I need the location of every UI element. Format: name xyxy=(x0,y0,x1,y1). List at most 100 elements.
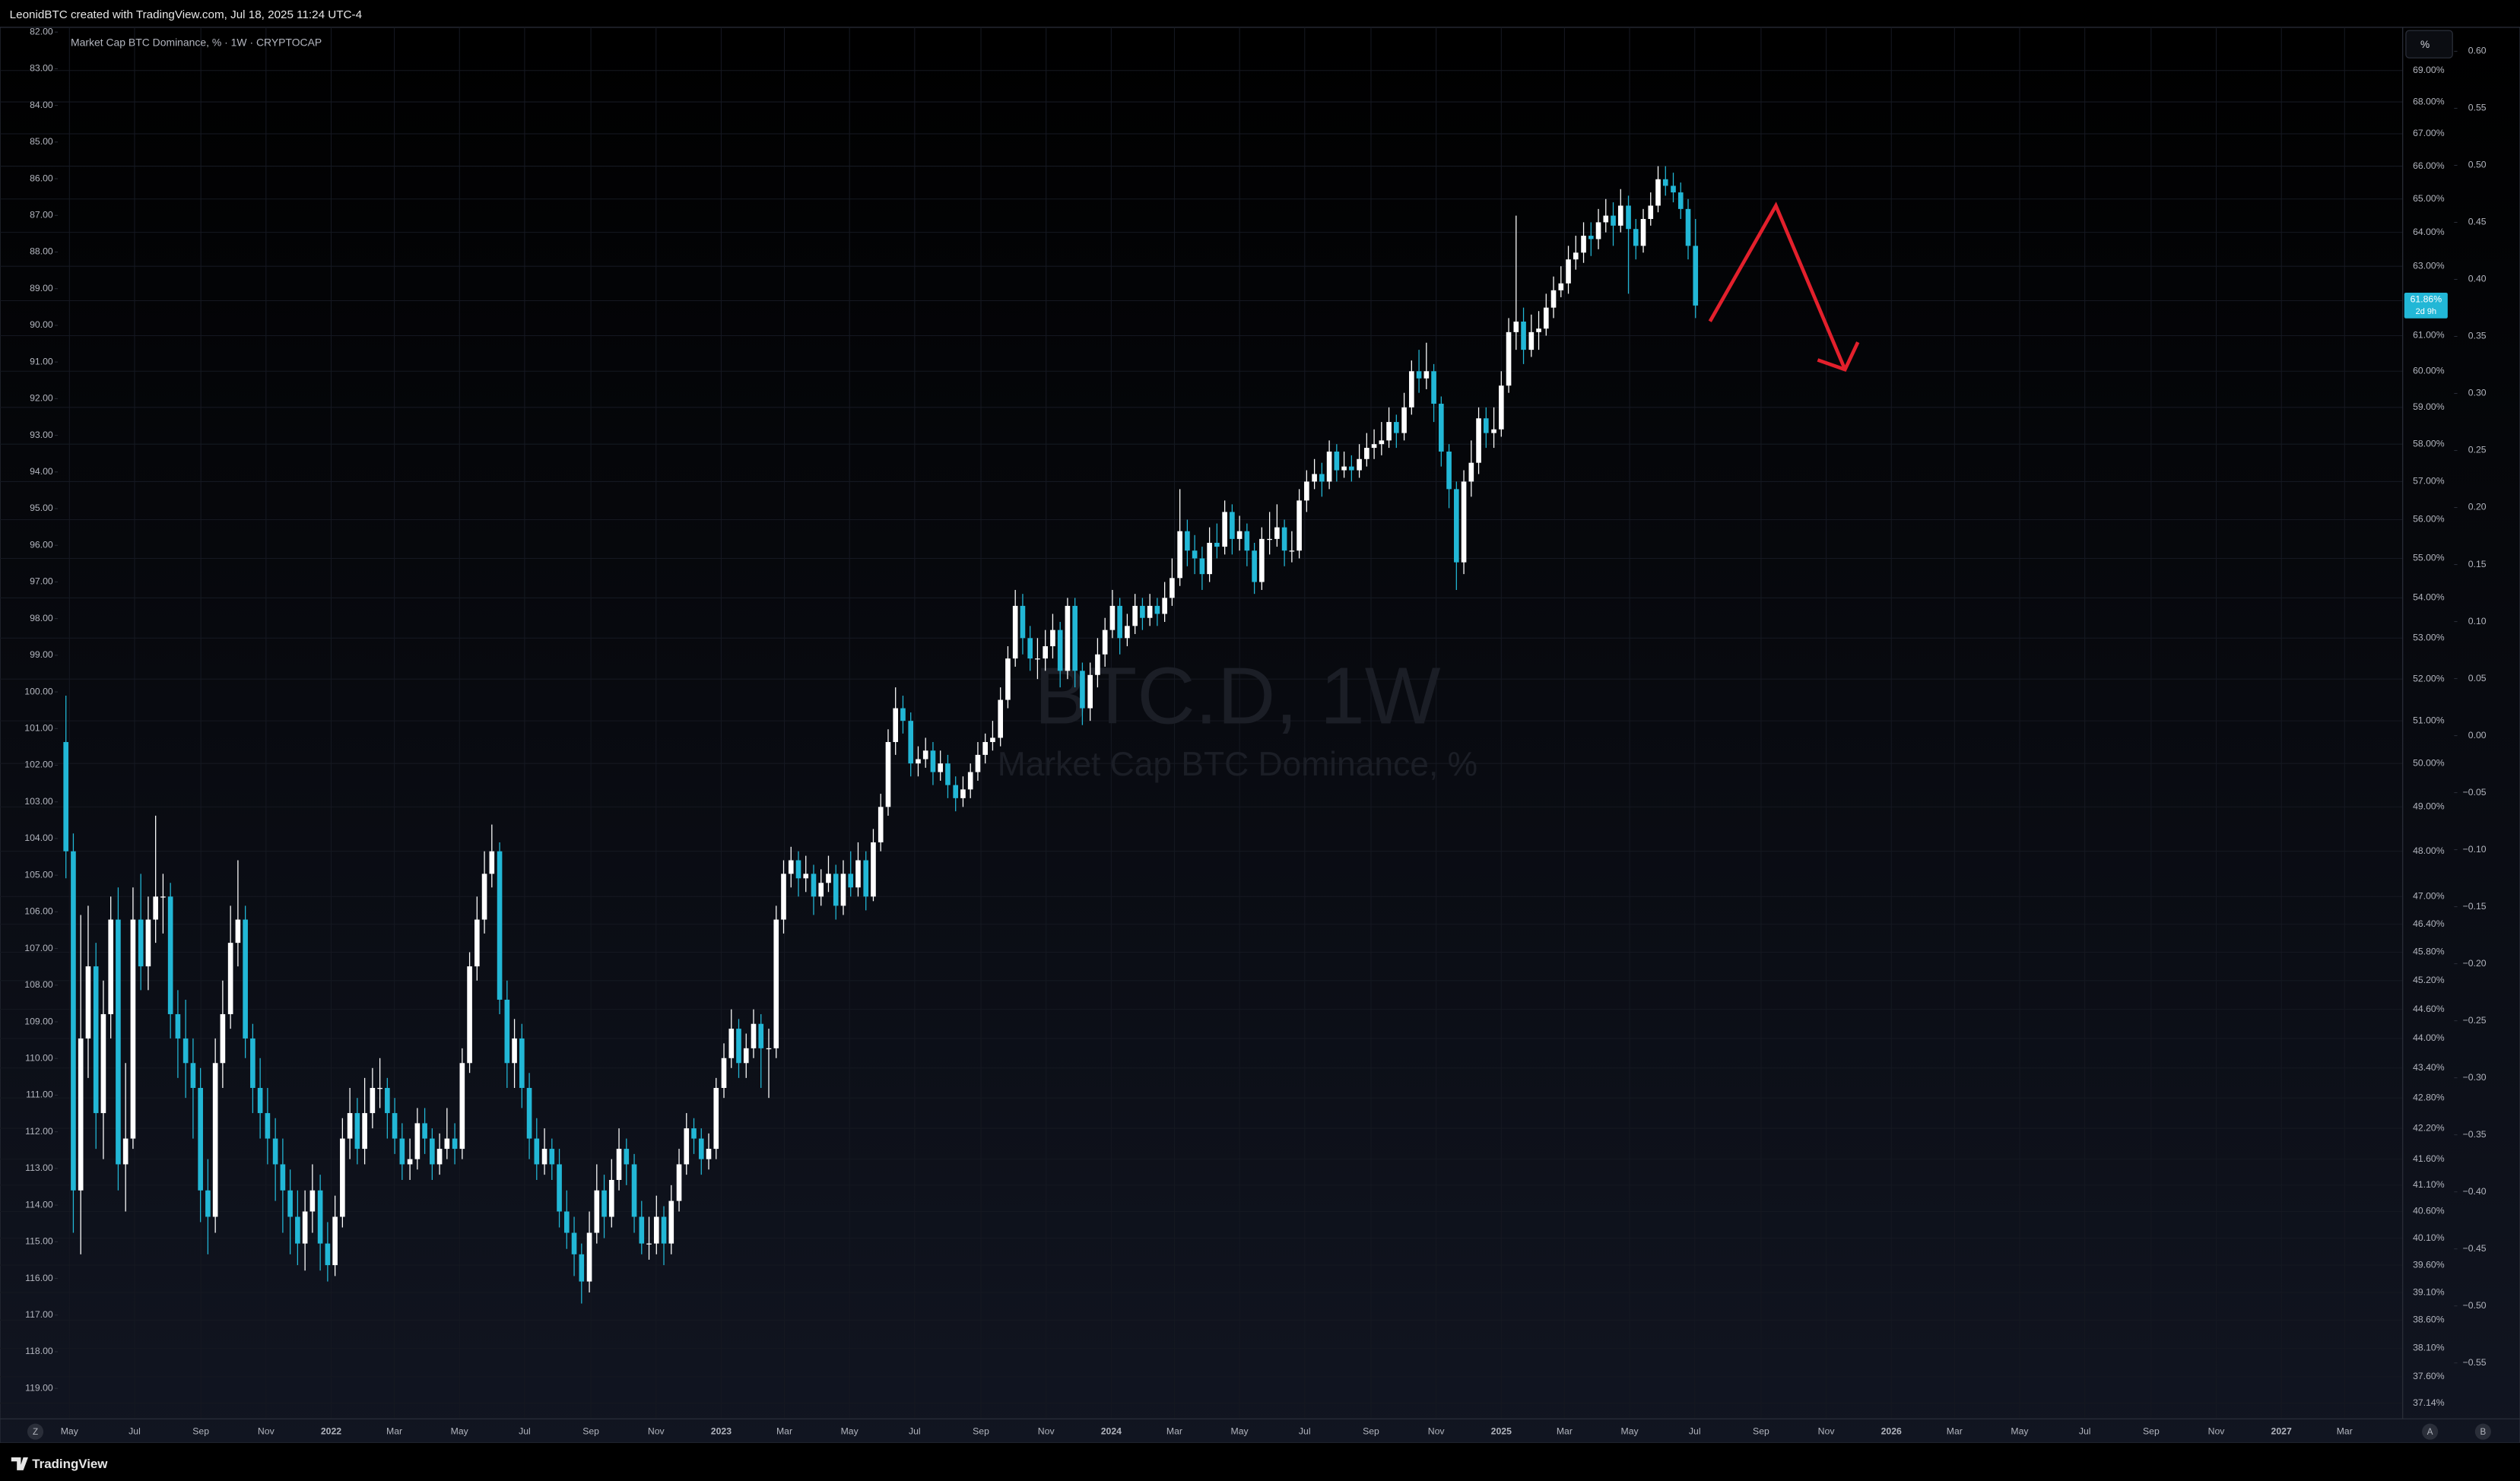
zoom-button-label[interactable]: Z xyxy=(33,1427,38,1437)
candle-body xyxy=(1677,192,1684,209)
candle-body xyxy=(1170,578,1175,598)
y-tick-label: 45.20% xyxy=(2413,975,2445,985)
y-tick-label: 42.80% xyxy=(2413,1092,2445,1102)
x-tick-label: May xyxy=(1620,1426,1639,1436)
candle-body xyxy=(1648,205,1654,220)
candle-body xyxy=(743,1048,749,1064)
candle-body xyxy=(631,1164,637,1217)
last-price-label-box xyxy=(2404,292,2448,319)
y2-tick-label: 85.00 xyxy=(30,136,53,147)
candles xyxy=(63,166,1699,1304)
y-tick-label: 40.10% xyxy=(2413,1232,2445,1243)
candle-body xyxy=(220,1013,226,1064)
candle-body xyxy=(938,763,944,772)
candle-body xyxy=(1617,205,1623,226)
y3-tick-label: −0.30 xyxy=(2463,1072,2487,1083)
candle-body xyxy=(175,1013,181,1039)
y3-tick-label: −0.40 xyxy=(2463,1186,2487,1197)
percent-button-label[interactable]: % xyxy=(2420,39,2430,50)
candle-body xyxy=(130,919,136,1139)
candle-body xyxy=(1304,481,1309,501)
candle-body xyxy=(893,708,899,743)
candle-body xyxy=(302,1211,308,1244)
y-tick-label: 58.00% xyxy=(2413,438,2445,449)
candle-body xyxy=(661,1216,667,1244)
candle-body xyxy=(116,919,121,1165)
candle-body xyxy=(885,742,891,807)
x-tick-label: 2027 xyxy=(2271,1426,2292,1436)
brand-name: TradingView xyxy=(32,1457,108,1471)
candle-body xyxy=(1498,385,1504,430)
candle-body xyxy=(871,842,876,897)
candle-body xyxy=(212,1063,218,1217)
percent-button[interactable] xyxy=(2405,30,2453,59)
y-tick-label: 39.60% xyxy=(2413,1259,2445,1270)
x-tick-label: Nov xyxy=(1428,1426,1446,1436)
x-tick-label: Jul xyxy=(2079,1426,2091,1436)
header-text: LeonidBTC created with TradingView.com, … xyxy=(10,8,363,21)
candle-body xyxy=(818,883,824,897)
candle-body xyxy=(1671,186,1676,193)
candle-body xyxy=(1244,531,1250,551)
candle-body xyxy=(459,1063,465,1150)
candle-body xyxy=(586,1232,592,1282)
y3-tick-label: 0.30 xyxy=(2468,388,2487,398)
candle-body xyxy=(100,1013,106,1114)
candle-body xyxy=(370,1087,376,1114)
x-tick-label: Nov xyxy=(1818,1426,1836,1436)
y3-tick-label: −0.20 xyxy=(2463,958,2487,969)
candle-body xyxy=(953,785,959,798)
log-button[interactable] xyxy=(2474,1423,2491,1440)
candle-body xyxy=(1349,466,1354,471)
candle-body xyxy=(1379,440,1385,445)
candle-body xyxy=(512,1038,517,1064)
candle-body xyxy=(205,1190,211,1217)
candle-body xyxy=(1476,418,1481,463)
y3-tick-label: −0.35 xyxy=(2463,1129,2487,1140)
candle-body xyxy=(713,1087,719,1150)
candle-body xyxy=(1416,371,1422,379)
legend-entry: Market Cap BTC Dominance, % · 1W · CRYPT… xyxy=(71,36,322,49)
x-tick-label: Mar xyxy=(386,1426,402,1436)
log-button-label[interactable]: B xyxy=(2480,1427,2487,1437)
x-tick-label: May xyxy=(1231,1426,1249,1436)
candle-body xyxy=(1087,674,1093,709)
x-tick-label: Nov xyxy=(258,1426,275,1436)
y3-tick-label: 0.05 xyxy=(2468,673,2487,683)
candle-body xyxy=(1566,259,1571,284)
candle-body xyxy=(377,1087,382,1089)
x-tick-label: Mar xyxy=(2337,1426,2353,1436)
y2-tick-label: 99.00 xyxy=(30,649,53,660)
x-tick-label: May xyxy=(451,1426,469,1436)
zoom-button[interactable] xyxy=(27,1423,44,1440)
candle-body xyxy=(922,750,928,760)
candle-body xyxy=(1185,531,1190,551)
y-tick-label: 37.60% xyxy=(2413,1371,2445,1381)
candle-body xyxy=(616,1149,622,1180)
x-tick-label: Mar xyxy=(1166,1426,1182,1436)
y2-tick-label: 98.00 xyxy=(30,613,53,623)
candle-body xyxy=(579,1254,585,1282)
candle-body xyxy=(1020,605,1026,639)
y3-tick-label: 0.10 xyxy=(2468,616,2487,626)
candle-body xyxy=(1521,321,1526,350)
auto-button[interactable] xyxy=(2422,1423,2439,1440)
candle-body xyxy=(1199,558,1205,575)
y-tick-label: 38.10% xyxy=(2413,1343,2445,1353)
y2-tick-label: 108.00 xyxy=(24,979,53,990)
red-zigzag xyxy=(1708,201,1847,371)
candle-body xyxy=(1528,331,1535,350)
y2-tick-label: 114.00 xyxy=(25,1199,53,1210)
candle-body xyxy=(1236,531,1243,539)
x-tick-label: Jul xyxy=(519,1426,531,1436)
candle-body xyxy=(826,874,831,883)
auto-button-label[interactable]: A xyxy=(2427,1427,2433,1437)
candle-body xyxy=(1117,605,1122,639)
candle-body xyxy=(1312,474,1317,482)
candle-body xyxy=(691,1128,697,1139)
candle-body xyxy=(773,919,779,1048)
y-tick-label: 37.14% xyxy=(2413,1397,2445,1408)
candle-body xyxy=(317,1190,323,1244)
candle-body xyxy=(900,708,906,721)
candle-body xyxy=(751,1023,757,1048)
